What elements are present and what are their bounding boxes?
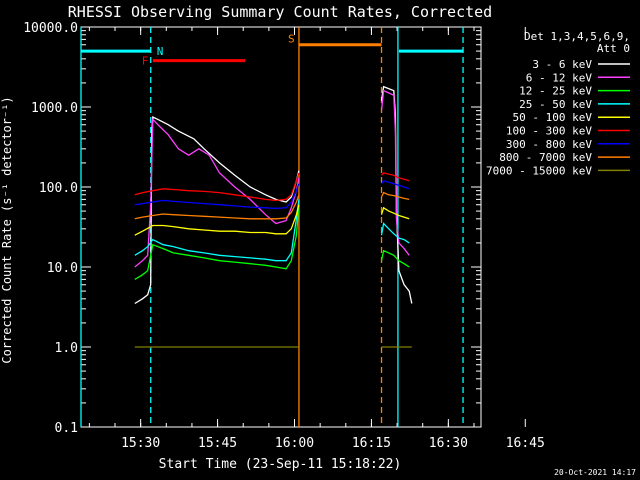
footer-date: 20-Oct-2021 14:17 bbox=[554, 468, 636, 477]
y-tick-label: 1000.0 bbox=[31, 101, 78, 116]
legend-label: 25 - 50 keV bbox=[519, 98, 592, 111]
series-line bbox=[134, 194, 300, 220]
series-line bbox=[134, 116, 300, 305]
legend-label: 12 - 25 keV bbox=[519, 85, 592, 98]
legend-header-line2: Att 0 bbox=[597, 42, 630, 55]
x-tick-label: 15:45 bbox=[198, 436, 237, 451]
x-tick-label: 16:45 bbox=[506, 436, 545, 451]
plot-area: 15:30 15:45 16:00 16:15 16:30 16:45 0.1 1.0 10.0… bbox=[23, 21, 545, 451]
y-axis-label: Corrected Count Rate (s⁻¹ detector⁻¹) bbox=[0, 96, 14, 363]
x-tick-label: 15:30 bbox=[121, 436, 160, 451]
series-line bbox=[380, 191, 410, 201]
flag-label-N: N bbox=[157, 45, 164, 58]
flag-label-F: F bbox=[142, 55, 149, 68]
y-tick-label: 0.1 bbox=[55, 421, 78, 436]
legend-label: 6 - 12 keV bbox=[526, 71, 593, 84]
chart-title: RHESSI Observing Summary Count Rates, Co… bbox=[68, 3, 492, 21]
series-line bbox=[381, 172, 410, 182]
legend-header-line1: Det 1,3,4,5,6,9, bbox=[524, 30, 630, 43]
flag-label-S: S bbox=[288, 33, 295, 46]
series-line bbox=[134, 204, 300, 236]
series-line bbox=[380, 222, 410, 244]
series-line bbox=[134, 199, 300, 262]
x-tick-label: 16:15 bbox=[352, 436, 391, 451]
legend-label: 300 - 800 keV bbox=[506, 138, 592, 151]
series-line bbox=[134, 204, 300, 280]
legend-label: 3 - 6 keV bbox=[532, 58, 592, 71]
legend-label: 100 - 300 keV bbox=[506, 125, 592, 138]
x-tick-label: 16:30 bbox=[429, 436, 468, 451]
x-axis-label: Start Time (23-Sep-11 15:18:22) bbox=[159, 457, 402, 472]
series-line bbox=[134, 172, 300, 202]
series-line bbox=[380, 89, 410, 256]
series-line bbox=[380, 206, 410, 220]
y-tick-label: 100.0 bbox=[39, 181, 78, 196]
series-line bbox=[380, 249, 410, 268]
y-tick-label: 10.0 bbox=[47, 261, 78, 276]
legend-label: 7000 - 15000 keV bbox=[486, 164, 592, 177]
series-line bbox=[134, 183, 300, 210]
legend-label: 50 - 100 keV bbox=[513, 111, 593, 124]
legend-label: 800 - 7000 keV bbox=[499, 151, 592, 164]
x-tick-label: 16:00 bbox=[275, 436, 314, 451]
series-line bbox=[380, 179, 410, 190]
y-tick-label: 10000.0 bbox=[23, 21, 78, 36]
y-tick-label: 1.0 bbox=[55, 341, 78, 356]
